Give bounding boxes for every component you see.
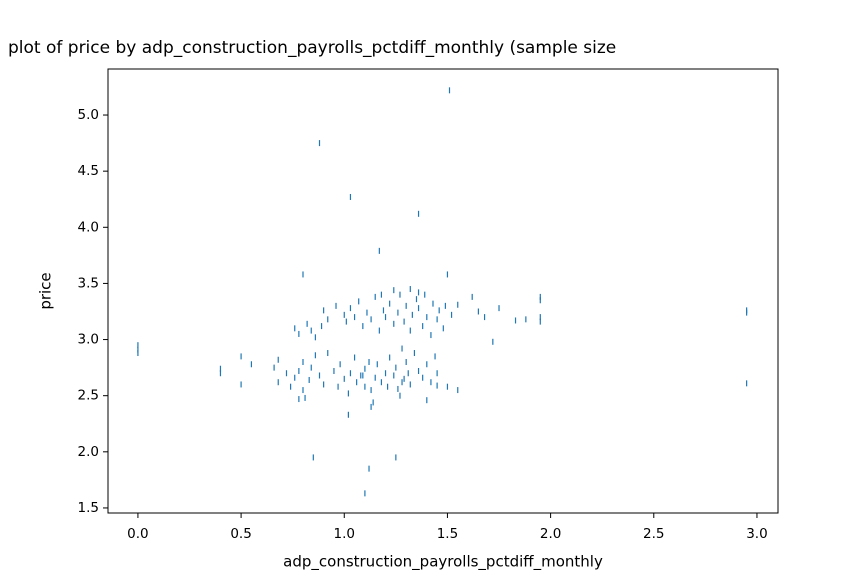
- y-tick-label: 3.0: [78, 332, 99, 348]
- x-tick-label: 1.5: [437, 526, 458, 542]
- x-tick-label: 0.5: [230, 526, 251, 542]
- x-tick-label: 3.0: [746, 526, 767, 542]
- x-tick-label: 2.0: [540, 526, 561, 542]
- chart-title: plot of price by adp_construction_payrol…: [8, 38, 616, 58]
- y-tick-label: 4.0: [78, 219, 99, 235]
- x-tick-label: 0.0: [127, 526, 148, 542]
- y-tick-label: 4.5: [78, 163, 99, 179]
- y-tick-label: 5.0: [78, 107, 99, 123]
- x-tick-label: 2.5: [643, 526, 664, 542]
- plot-frame: [107, 68, 779, 514]
- x-tick-label: 1.0: [334, 526, 355, 542]
- y-tick-label: 1.5: [78, 500, 99, 516]
- y-tick-label: 2.0: [78, 444, 99, 460]
- y-tick-label: 2.5: [78, 388, 99, 404]
- x-axis-label: adp_construction_payrolls_pctdiff_monthl…: [283, 553, 603, 572]
- y-tick-label: 3.5: [78, 275, 99, 291]
- y-axis-label: price: [37, 272, 55, 309]
